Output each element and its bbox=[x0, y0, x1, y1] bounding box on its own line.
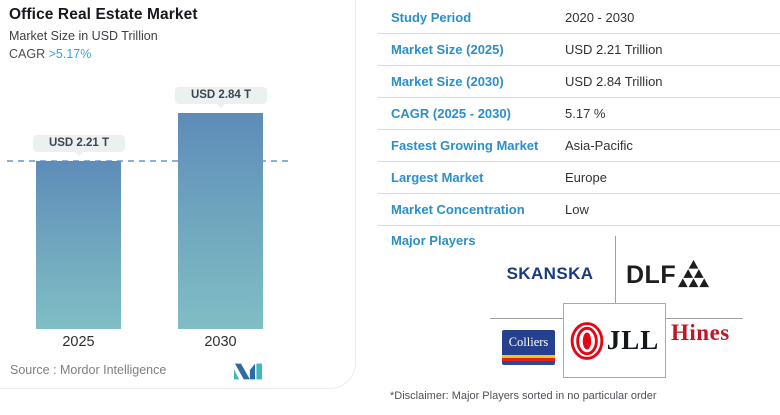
table-row: Market Size (2025) USD 2.21 Trillion bbox=[378, 34, 780, 66]
source-attribution: Source : Mordor Intelligence bbox=[10, 363, 167, 377]
table-row-value: 2020 - 2030 bbox=[565, 10, 635, 25]
jll-logo-text: JLL bbox=[606, 325, 660, 355]
jll-logo: JLL bbox=[563, 303, 666, 378]
table-row: Study Period 2020 - 2030 bbox=[378, 2, 780, 34]
colliers-stripe-yellow bbox=[502, 355, 555, 358]
info-table: Study Period 2020 - 2030 Market Size (2025… bbox=[378, 2, 780, 226]
x-axis-label: 2030 bbox=[204, 334, 237, 350]
colliers-stripe-blue bbox=[502, 361, 555, 365]
table-row-value: Asia-Pacific bbox=[565, 138, 633, 153]
table-row-label: Market Size (2030) bbox=[391, 74, 504, 89]
table-row-label: Fastest Growing Market bbox=[391, 138, 539, 153]
table-row: Fastest Growing Market Asia-Pacific bbox=[378, 130, 780, 162]
divider bbox=[615, 236, 616, 303]
bar-tooltip: USD 2.84 T bbox=[175, 87, 267, 108]
colliers-logo-text: Colliers bbox=[502, 330, 555, 355]
major-players-label: Major Players bbox=[391, 233, 476, 248]
colliers-logo: Colliers bbox=[502, 330, 555, 365]
table-row-label: Market Concentration bbox=[391, 202, 525, 217]
table-row: Market Size (2030) USD 2.84 Trillion bbox=[378, 66, 780, 98]
dlf-triangle-icon bbox=[678, 259, 710, 288]
table-row-label: Market Size (2025) bbox=[391, 42, 504, 57]
reference-line bbox=[7, 160, 292, 162]
bar bbox=[178, 113, 263, 329]
table-row-value: Europe bbox=[565, 170, 607, 185]
table-row: CAGR (2025 - 2030) 5.17 % bbox=[378, 98, 780, 130]
skanska-logo: SKANSKA bbox=[506, 264, 594, 283]
table-row-label: Study Period bbox=[391, 10, 472, 25]
table-row-value: USD 2.21 Trillion bbox=[565, 42, 663, 57]
table-row-label: CAGR (2025 - 2030) bbox=[391, 106, 511, 121]
table-row: Largest Market Europe bbox=[378, 162, 780, 194]
dlf-logo: DLF bbox=[626, 259, 710, 289]
cagr-label: CAGR bbox=[9, 47, 49, 61]
hines-logo: Hines bbox=[671, 320, 730, 345]
table-row: Market Concentration Low bbox=[378, 194, 780, 226]
x-axis-label: 2025 bbox=[62, 334, 95, 350]
table-row-value: 5.17 % bbox=[565, 106, 606, 121]
chart-subtitle: Market Size in USD Trillion bbox=[9, 29, 158, 43]
page-title: Office Real Estate Market bbox=[9, 6, 198, 23]
bar-tooltip: USD 2.21 T bbox=[33, 135, 125, 156]
colliers-stripe-red bbox=[502, 358, 555, 361]
dlf-logo-text: DLF bbox=[626, 261, 677, 289]
cagr-value: >5.17% bbox=[48, 47, 92, 61]
cagr-line: CAGR >5.17% bbox=[9, 47, 91, 61]
table-row-label: Largest Market bbox=[391, 170, 484, 185]
table-row-value: Low bbox=[565, 202, 589, 217]
disclaimer-text: *Disclaimer: Major Players sorted in no … bbox=[390, 390, 657, 402]
jll-rings-icon bbox=[570, 321, 604, 360]
mordor-intelligence-logo-icon bbox=[234, 363, 262, 385]
bar bbox=[36, 161, 121, 329]
table-row-value: USD 2.84 Trillion bbox=[565, 74, 663, 89]
